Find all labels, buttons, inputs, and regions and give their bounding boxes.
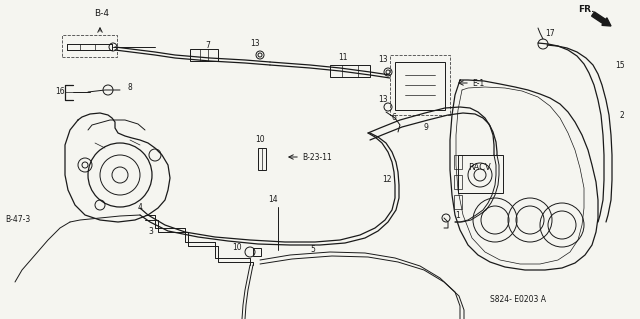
Bar [454, 195, 462, 209]
Text: 7: 7 [205, 41, 210, 50]
Text: 13: 13 [378, 95, 388, 105]
Bar [395, 62, 445, 110]
Text: 10: 10 [255, 136, 264, 145]
Text: RACV: RACV [468, 164, 491, 173]
Text: 2: 2 [620, 110, 625, 120]
Text: 12: 12 [382, 175, 392, 184]
Text: S824- E0203 A: S824- E0203 A [490, 295, 546, 305]
Bar [190, 49, 218, 61]
Text: 8: 8 [128, 84, 132, 93]
Text: 6: 6 [392, 114, 397, 122]
Text: 5: 5 [310, 246, 315, 255]
Text: 1: 1 [455, 211, 460, 219]
Text: 15: 15 [615, 61, 625, 70]
Text: 3: 3 [148, 227, 153, 236]
Text: B-47-3: B-47-3 [5, 216, 30, 225]
Text: 11: 11 [338, 53, 348, 62]
Text: 13: 13 [378, 56, 388, 64]
Bar [330, 65, 370, 77]
Text: B-4: B-4 [94, 10, 109, 19]
Text: 4: 4 [138, 204, 143, 212]
Text: 16: 16 [55, 87, 65, 97]
Text: 14: 14 [268, 196, 278, 204]
Bar [62, 35, 117, 57]
Text: B-23-11: B-23-11 [302, 152, 332, 161]
Bar [390, 55, 450, 115]
FancyArrow shape [591, 12, 611, 26]
Bar [454, 155, 462, 169]
Bar [454, 175, 462, 189]
Text: 10: 10 [232, 242, 242, 251]
Bar [458, 155, 503, 193]
Bar [258, 148, 266, 170]
Text: E-1: E-1 [472, 78, 484, 87]
Text: FR.: FR. [578, 5, 595, 14]
Text: 9: 9 [424, 123, 429, 132]
Text: 13: 13 [250, 39, 260, 48]
Text: 17: 17 [545, 29, 555, 39]
Bar [253, 248, 261, 256]
